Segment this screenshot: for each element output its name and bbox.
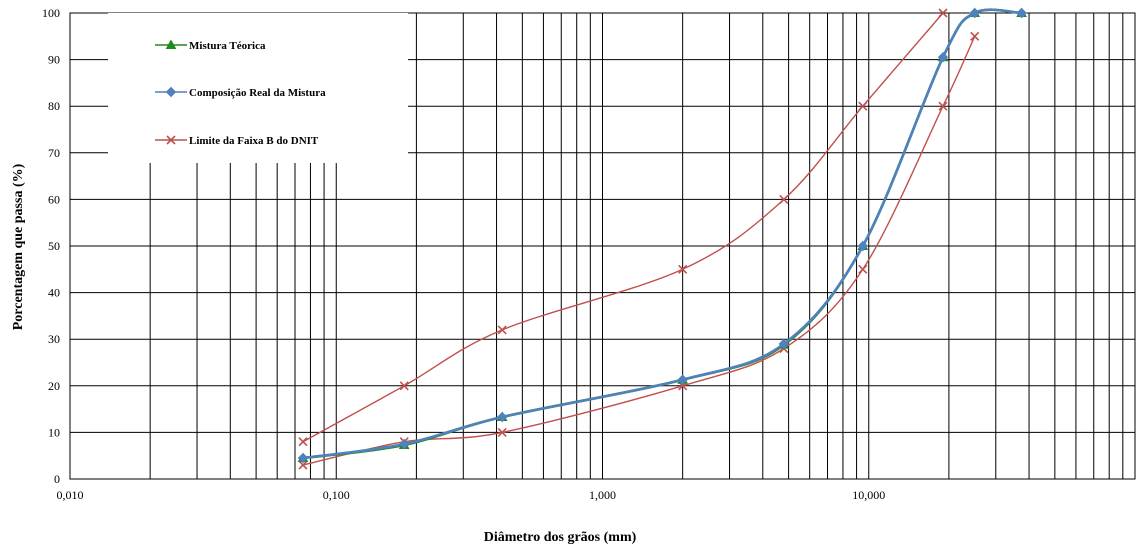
x-marker-stroke	[166, 135, 176, 145]
y-tick-label: 70	[48, 146, 60, 160]
x-marker-stroke	[858, 101, 868, 111]
x-tick-label: 0,010	[57, 488, 84, 502]
chart-legend: Mistura Téorica Composição Real da Mistur…	[108, 13, 408, 163]
series-line	[302, 8, 1022, 460]
legend-marker	[166, 135, 176, 145]
plot-area-border	[69, 12, 1136, 480]
y-tick-label: 20	[48, 379, 60, 393]
data-point	[779, 194, 789, 204]
x-marker-stroke	[298, 460, 308, 470]
data-point	[970, 31, 980, 41]
chart-tick-labels: 0 10 20 30 40 50 60 70 80 90 100 0,010 0,100 1,000 10,…	[42, 6, 885, 502]
legend-label: Mistura Téorica	[189, 40, 266, 52]
data-point	[938, 101, 948, 111]
legend-entry: Mistura Téorica	[155, 39, 266, 52]
series-2	[298, 8, 948, 447]
x-tick-label: 0,100	[323, 488, 350, 502]
legend-entry: Limite da Faixa B do DNIT	[155, 135, 319, 147]
legend-marker	[165, 39, 177, 49]
data-point	[678, 264, 688, 274]
data-point	[858, 264, 868, 274]
data-point	[969, 7, 980, 19]
data-point	[497, 325, 507, 335]
y-tick-label: 0	[54, 472, 60, 486]
x-marker-stroke	[497, 427, 507, 437]
data-point	[298, 460, 308, 470]
chart-series	[297, 7, 1027, 470]
x-marker-stroke	[938, 8, 948, 18]
legend-marker	[165, 86, 177, 98]
data-point	[399, 438, 410, 450]
y-tick-label: 40	[48, 286, 60, 300]
data-point	[937, 52, 949, 63]
x-marker-stroke	[497, 325, 507, 335]
x-axis-label: Diâmetro dos grãos (mm)	[484, 530, 637, 545]
data-point	[857, 240, 869, 252]
legend-label: Composição Real da Mistura	[189, 87, 326, 99]
chart-axes	[69, 12, 1136, 480]
data-point	[297, 452, 309, 464]
data-point	[677, 374, 688, 385]
data-point	[497, 427, 507, 437]
data-point	[938, 8, 948, 18]
x-marker-stroke	[858, 264, 868, 274]
y-axis-label: Porcentagem que passa (%)	[11, 163, 26, 330]
x-marker-stroke	[779, 194, 789, 204]
x-tick-label: 10,000	[852, 488, 885, 502]
legend-entry: Composição Real da Mistura	[155, 86, 326, 99]
y-tick-label: 90	[48, 53, 60, 67]
x-marker-stroke	[938, 101, 948, 111]
legend-box	[108, 13, 408, 163]
y-tick-label: 100	[42, 6, 60, 20]
data-point	[858, 101, 868, 111]
data-point	[399, 381, 409, 391]
y-tick-label: 80	[48, 99, 60, 113]
x-marker-stroke	[970, 31, 980, 41]
data-point	[298, 437, 308, 447]
y-tick-label: 60	[48, 192, 60, 206]
legend-label: Limite da Faixa B do DNIT	[189, 135, 319, 147]
x-marker-stroke	[678, 264, 688, 274]
data-point	[496, 411, 508, 423]
data-point	[778, 338, 790, 350]
series-1	[297, 7, 1027, 464]
x-marker-stroke	[298, 437, 308, 447]
series-line	[302, 8, 1022, 460]
y-tick-label: 30	[48, 332, 60, 346]
y-tick-label: 10	[48, 425, 60, 439]
x-marker-stroke	[399, 381, 409, 391]
data-point	[1016, 7, 1027, 19]
y-tick-label: 50	[48, 239, 60, 253]
x-tick-label: 1,000	[589, 488, 616, 502]
